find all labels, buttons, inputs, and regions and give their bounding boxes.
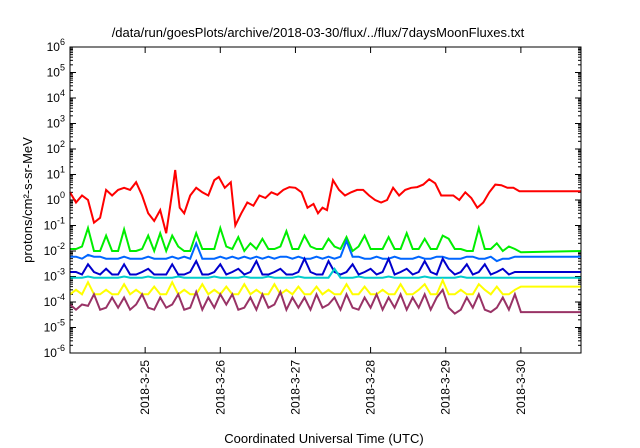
series-line-5 bbox=[70, 267, 581, 279]
y-tick-label: 10-1 bbox=[44, 216, 65, 233]
series-line-3 bbox=[70, 238, 581, 263]
y-axis-label: protons/cm²-s-sr-MeV bbox=[20, 137, 35, 263]
y-tick-label: 103 bbox=[47, 114, 65, 131]
series-line-2 bbox=[70, 224, 582, 254]
plot-frame bbox=[69, 46, 582, 354]
y-tick-label: 10-2 bbox=[44, 241, 65, 258]
series-line-7 bbox=[69, 287, 581, 315]
y-tick-label: 10-4 bbox=[44, 292, 65, 309]
y-tick-label: 101 bbox=[47, 165, 65, 182]
x-tick-label: 2018-3-29 bbox=[439, 360, 453, 415]
chart-title: /data/run/goesPlots/archive/2018-03-30/f… bbox=[112, 25, 525, 40]
series-line-6 bbox=[69, 277, 581, 296]
y-tick-label: 10-6 bbox=[44, 343, 65, 360]
x-axis: 2018-3-25 2018-3-26 2018-3-27 2018-3-28 2018… bbox=[138, 47, 528, 415]
y-tick-label: 100 bbox=[47, 190, 65, 207]
x-tick-label: 2018-3-30 bbox=[514, 360, 528, 415]
series-layer bbox=[69, 169, 582, 315]
y-tick-label: 106 bbox=[47, 37, 65, 54]
series-line-1 bbox=[69, 169, 581, 234]
y-tick-label: 10-3 bbox=[44, 267, 65, 284]
y-tick-label: 102 bbox=[47, 139, 65, 156]
series-line-4 bbox=[70, 256, 581, 276]
y-tick-label: 105 bbox=[47, 63, 65, 80]
x-tick-label: 2018-3-28 bbox=[364, 360, 378, 415]
x-tick-label: 2018-3-25 bbox=[138, 360, 152, 415]
y-tick-label: 104 bbox=[47, 88, 65, 105]
x-tick-label: 2018-3-27 bbox=[288, 360, 302, 415]
y-tick-label: 10-5 bbox=[44, 318, 65, 335]
x-axis-label: Coordinated Universal Time (UTC) bbox=[224, 431, 423, 446]
y-axis: 10-6 10-5 10-4 10-3 10-2 10-1 100 101 102 103 104 1… bbox=[44, 37, 581, 360]
x-tick-label: 2018-3-26 bbox=[213, 360, 227, 415]
